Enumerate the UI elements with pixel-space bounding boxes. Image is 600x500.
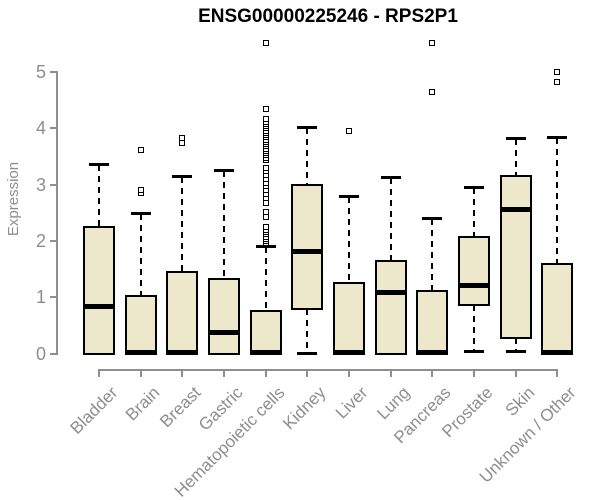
x-tick (347, 369, 350, 377)
y-tick (50, 71, 56, 73)
x-tick (222, 369, 225, 377)
y-tick-label: 0 (35, 343, 46, 364)
y-axis-label: Expression (5, 161, 22, 237)
whisker-upper (139, 213, 142, 297)
box-rect (374, 259, 407, 355)
y-tick (50, 352, 56, 355)
x-tick (264, 369, 267, 377)
median-line (376, 290, 405, 296)
whisker-upper (514, 139, 517, 177)
whisker-upper (431, 218, 434, 292)
x-tick (431, 369, 434, 377)
whisker-cap-upper (463, 185, 484, 189)
whisker-upper (347, 196, 350, 285)
whisker-cap-upper (380, 176, 401, 180)
box-rect (457, 236, 490, 306)
x-tick (98, 369, 100, 377)
x-tick-label-bladder: Bladder (66, 383, 122, 438)
median-line (418, 350, 447, 355)
whisker-cap-upper (89, 162, 109, 166)
median-line (126, 350, 155, 355)
whisker-cap-upper (130, 211, 151, 215)
median-line (85, 303, 113, 309)
y-tick (50, 240, 56, 243)
whisker-cap-upper (547, 135, 568, 139)
x-tick (514, 369, 517, 377)
y-tick-label: 5 (35, 62, 46, 82)
outlier-point (554, 79, 561, 86)
x-tick (389, 369, 392, 377)
box-rect (291, 183, 324, 311)
y-tick (50, 296, 56, 299)
whisker-upper (222, 171, 225, 281)
x-tick (181, 369, 184, 377)
box-rect (249, 309, 282, 355)
outlier-point (262, 164, 269, 171)
box-rect (207, 278, 240, 355)
box-rect (332, 282, 365, 355)
whisker-lower (472, 304, 475, 352)
whisker-lower (514, 338, 517, 352)
outlier-point (262, 116, 269, 123)
whisker-upper (556, 137, 559, 265)
outlier-point (262, 106, 269, 113)
y-tick-label: 3 (35, 174, 46, 195)
x-tick (139, 369, 142, 377)
outlier-point (429, 40, 436, 47)
x-axis-line (98, 369, 559, 371)
box-rect (541, 262, 574, 355)
outlier-point (137, 187, 144, 194)
whisker-upper (98, 164, 100, 228)
median-line (251, 350, 280, 355)
y-tick (50, 127, 56, 130)
whisker-cap-lower (297, 351, 318, 355)
y-tick-label: 2 (35, 231, 46, 252)
median-line (168, 350, 197, 355)
median-line (209, 330, 238, 336)
whisker-cap-lower (505, 350, 526, 354)
chart-title: ENSG00000225246 - RPS2P1 (198, 6, 458, 27)
box-rect (499, 174, 532, 340)
x-tick (472, 369, 475, 377)
whisker-cap-upper (338, 194, 359, 198)
y-tick-label: 1 (35, 287, 46, 308)
whisker-cap-upper (422, 216, 443, 220)
y-tick-label: 4 (35, 118, 46, 139)
whisker-upper (306, 128, 309, 186)
whisker-upper (472, 187, 475, 239)
median-line (293, 248, 322, 254)
whisker-cap-upper (505, 137, 526, 141)
median-line (334, 350, 363, 355)
x-tick-label-liver: Liver (331, 383, 372, 423)
whisker-cap-upper (297, 126, 318, 130)
box-rect (416, 289, 449, 355)
median-line (501, 206, 530, 212)
x-tick-label-kidney: Kidney (279, 383, 330, 434)
whisker-upper (264, 246, 267, 312)
outlier-point (179, 135, 186, 142)
outlier-point (554, 69, 561, 75)
y-tick (50, 183, 56, 186)
whisker-cap-upper (213, 169, 234, 173)
outlier-point (429, 88, 436, 95)
box-rect (166, 271, 199, 355)
outlier-point (345, 128, 352, 135)
whisker-upper (181, 176, 184, 273)
box-rect (124, 294, 157, 355)
outlier-point (262, 208, 269, 215)
box-rect (83, 225, 115, 355)
whisker-cap-upper (172, 174, 193, 178)
outlier-point (137, 146, 144, 153)
x-tick (556, 369, 559, 377)
x-tick (306, 369, 309, 377)
whisker-cap-lower (463, 350, 484, 354)
whisker-upper (389, 178, 392, 262)
y-axis-line (56, 71, 58, 355)
median-line (543, 350, 572, 355)
outlier-point (262, 224, 269, 231)
median-line (459, 282, 488, 288)
outlier-point (262, 39, 269, 46)
whisker-lower (306, 309, 309, 353)
